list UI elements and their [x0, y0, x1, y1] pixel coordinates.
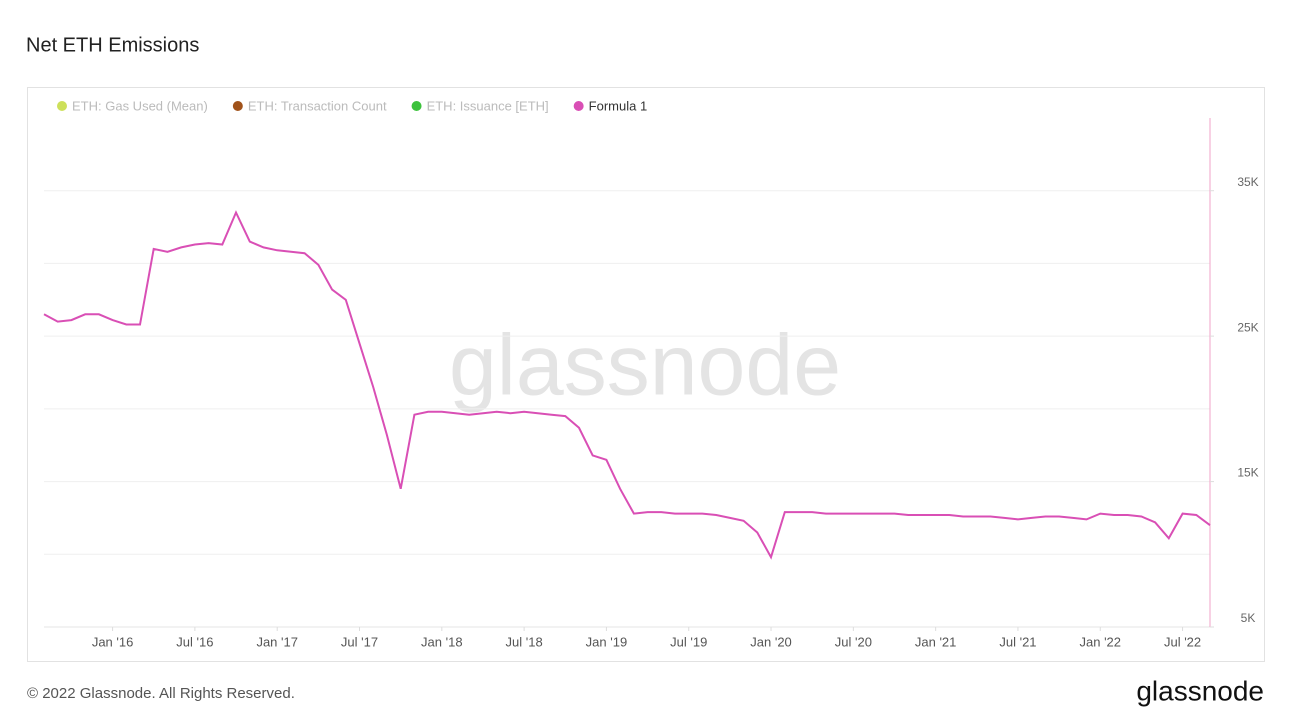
- x-tick-label: Jul '22: [1164, 634, 1201, 649]
- x-tick-label: Jul '17: [341, 634, 378, 649]
- x-tick-label: Jan '16: [92, 634, 134, 649]
- legend-marker: [57, 101, 67, 111]
- y-tick-label: 35K: [1237, 175, 1258, 189]
- logo: glassnode: [1136, 675, 1264, 706]
- series-line: [43, 210, 1211, 560]
- x-tick-label: Jan '20: [750, 634, 792, 649]
- footer: © 2022 Glassnode. All Rights Reserved.: [27, 685, 295, 702]
- y-tick-label: 15K: [1237, 466, 1258, 480]
- legend-label: ETH: Gas Used (Mean): [72, 98, 208, 113]
- x-tick-label: Jan '19: [586, 634, 628, 649]
- x-tick-label: Jan '18: [421, 634, 463, 649]
- x-tick-label: Jul '21: [999, 634, 1036, 649]
- x-tick-label: Jul '16: [176, 634, 213, 649]
- x-tick-label: Jul '18: [506, 634, 543, 649]
- x-tick-label: Jan '21: [915, 634, 957, 649]
- y-tick-label: 5K: [1241, 611, 1256, 625]
- x-tick-label: Jan '17: [256, 634, 298, 649]
- y-tick-label: 25K: [1237, 320, 1258, 334]
- legend-marker: [232, 101, 243, 111]
- watermark: glassnode: [449, 318, 841, 414]
- legend-label: ETH: Issuance [ETH]: [427, 98, 549, 113]
- x-tick-label: Jul '20: [835, 634, 872, 649]
- x-tick-label: Jul '19: [670, 634, 707, 649]
- x-tick-label: Jan '22: [1080, 634, 1122, 649]
- legend-marker: [573, 101, 584, 111]
- chart-title: Net ETH Emissions: [26, 34, 199, 56]
- legend-label: ETH: Transaction Count: [248, 98, 387, 113]
- chart-frame: [27, 87, 1265, 662]
- legend-label: Formula 1: [589, 98, 648, 113]
- legend-marker: [411, 101, 422, 111]
